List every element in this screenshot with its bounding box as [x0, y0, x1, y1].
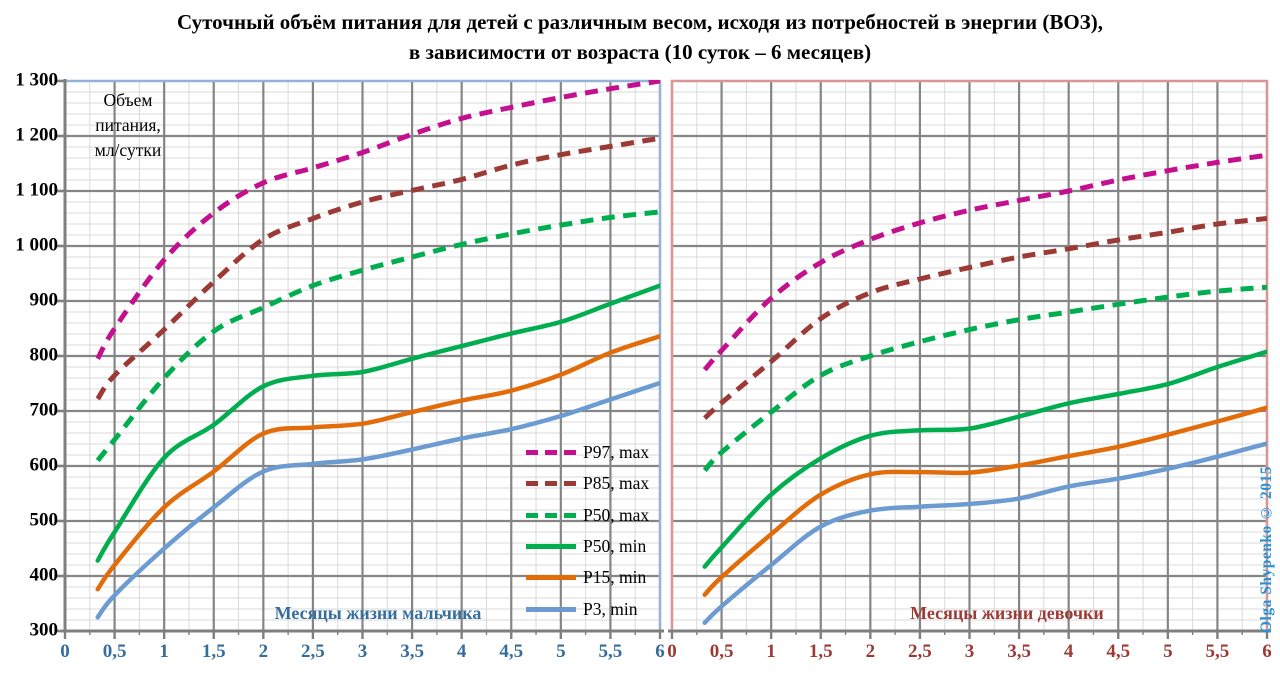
series-p85-max — [95, 135, 660, 401]
legend-dashed-line-sample — [526, 512, 576, 518]
x-tick-label: 0,5 — [709, 641, 734, 662]
series-p50-min — [95, 283, 660, 563]
legend-dashed-line-sample — [526, 450, 576, 456]
x-tick-label: 5 — [1163, 641, 1173, 662]
x-tick-label: 6 — [1262, 641, 1272, 662]
y-tick-label: 300 — [29, 619, 59, 641]
title-line-1: Суточный объём питания для детей с разли… — [176, 10, 1104, 34]
x-tick-label: 2 — [865, 641, 876, 662]
legend-item: P3, min — [526, 593, 649, 624]
y-tick-label: 1 100 — [15, 179, 58, 201]
x-tick-label: 1 — [159, 641, 169, 662]
y-axis-title: Объем питания, мл/сутки — [74, 88, 182, 163]
x-tick-label: 0,5 — [102, 641, 127, 662]
legend-label: P15, min — [583, 567, 647, 588]
watermark: Olga Shypenko © 2015 — [1258, 466, 1275, 633]
legend-label: P85, max — [583, 473, 650, 494]
legend: P97, max P85, max P50, max P50, min P15, min… — [526, 437, 649, 625]
x-tick-label: 3 — [357, 641, 368, 662]
y-tick-label: 800 — [29, 344, 59, 366]
chart-title: Суточный объём питания для детей с разли… — [0, 8, 1280, 68]
legend-label: P50, max — [583, 504, 650, 525]
series-p15-min — [95, 333, 660, 592]
x-tick-label: 5,5 — [1205, 641, 1230, 662]
x-tick-label: 2,5 — [908, 641, 932, 662]
x-tick-label: 4,5 — [1106, 641, 1131, 662]
y-axis-title-line: мл/сутки — [94, 140, 162, 161]
legend-item: P97, max — [526, 437, 649, 468]
x-tick-label: 2,5 — [301, 641, 325, 662]
x-tick-label: 1,5 — [201, 641, 226, 662]
y-tick-label: 900 — [29, 289, 59, 311]
legend-label: P97, max — [583, 442, 650, 463]
series-p50-max — [95, 209, 660, 463]
x-tick-label: 4 — [456, 641, 467, 662]
legend-solid-line-sample — [526, 575, 576, 581]
x-tick-label: 1 — [766, 641, 776, 662]
legend-label: P3, min — [583, 598, 638, 619]
y-tick-label: 500 — [29, 509, 59, 531]
y-tick-label: 1 200 — [15, 124, 58, 146]
x-tick-label: 1,5 — [808, 641, 833, 662]
series-group — [95, 80, 660, 620]
legend-item: P15, min — [526, 562, 649, 593]
x-tick-label: 6 — [655, 641, 665, 662]
x-tick-label: 3,5 — [1007, 641, 1031, 662]
x-tick-label: 4 — [1063, 641, 1074, 662]
boys-axis-caption: Месяцы жизни мальчика — [274, 603, 482, 623]
series-p3-min — [95, 380, 660, 620]
girls-chart — [668, 79, 1271, 639]
x-tick-label: 0 — [667, 641, 677, 662]
y-axis-title-line: Объем — [103, 90, 153, 110]
series-p15-min — [702, 405, 1267, 597]
series-p97-max — [95, 80, 660, 360]
legend-solid-line-sample — [526, 544, 576, 550]
x-tick-label: 5,5 — [598, 641, 623, 662]
x-tick-label: 4,5 — [499, 641, 524, 662]
legend-dashed-line-sample — [526, 481, 576, 487]
series-p3-min — [702, 441, 1267, 625]
y-tick-label: 600 — [29, 454, 59, 476]
y-tick-label: 1 000 — [15, 234, 58, 256]
series-p50-min — [702, 349, 1267, 569]
series-p97-max — [702, 152, 1267, 372]
x-tick-label: 3 — [964, 641, 975, 662]
x-tick-label: 3,5 — [400, 641, 424, 662]
y-axis-title-line: питания, — [95, 115, 161, 136]
legend-solid-line-sample — [526, 606, 576, 612]
y-tick-label: 400 — [29, 564, 59, 586]
legend-item: P85, max — [526, 468, 649, 499]
x-tick-label: 5 — [556, 641, 566, 662]
x-tick-label: 2 — [258, 641, 269, 662]
title-line-2: в зависимости от возраста (10 суток – 6 … — [408, 39, 872, 64]
legend-item: P50, min — [526, 531, 649, 562]
legend-label: P50, min — [583, 536, 647, 557]
series-group — [702, 152, 1267, 625]
series-p50-max — [702, 284, 1267, 473]
series-p85-max — [703, 216, 1267, 420]
x-tick-label: 0 — [60, 641, 70, 662]
y-tick-label: 700 — [29, 399, 59, 421]
boys-chart — [57, 79, 664, 639]
y-tick-label: 1 300 — [15, 69, 58, 91]
girls-axis-caption: Месяцы жизни девочки — [910, 603, 1104, 623]
legend-item: P50, max — [526, 500, 649, 531]
